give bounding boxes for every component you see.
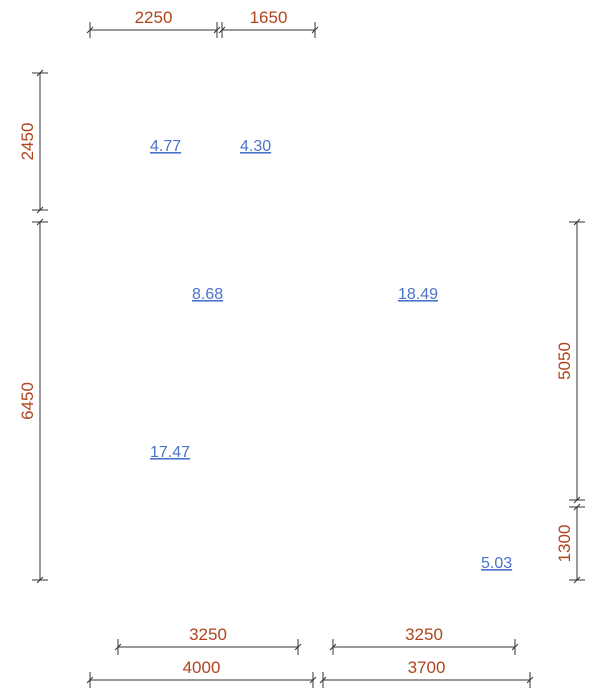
dimension-tick [573,576,581,584]
room-area[interactable]: 8.68 [192,286,223,303]
dimension-tick [36,218,44,226]
dimension-label: 3250 [405,625,443,644]
dimension-tick [573,218,581,226]
dimension-label: 2250 [135,8,173,27]
dimension-label: 1300 [555,525,574,563]
room-area[interactable]: 4.30 [240,138,271,155]
dimension-tick [213,26,221,34]
dimension-tick [218,26,226,34]
dimension-label: 6450 [18,382,37,420]
dimension-tick [294,643,302,651]
dimension-tick [36,69,44,77]
dimension-tick [573,496,581,504]
dimension-tick [114,643,122,651]
dimension-tick [319,676,327,684]
room-area[interactable]: 5.03 [481,555,512,572]
dimension-tick [526,676,534,684]
dimension-label: 5050 [555,342,574,380]
room-area[interactable]: 4.77 [150,138,181,155]
dimension-tick [311,26,319,34]
room-area[interactable]: 18.49 [398,286,438,303]
room-area[interactable]: 17.47 [150,444,190,461]
dimension-tick [86,26,94,34]
dimension-tick [329,643,337,651]
dimension-tick [86,676,94,684]
dimension-tick [511,643,519,651]
dimension-label: 3250 [189,625,227,644]
dimension-label: 2450 [18,123,37,161]
dimension-tick [36,576,44,584]
dimension-tick [309,676,317,684]
dimension-tick [573,503,581,511]
dimension-label: 3700 [408,658,446,677]
dimension-tick [36,206,44,214]
dimension-label: 1650 [250,8,288,27]
dimension-label: 4000 [183,658,221,677]
